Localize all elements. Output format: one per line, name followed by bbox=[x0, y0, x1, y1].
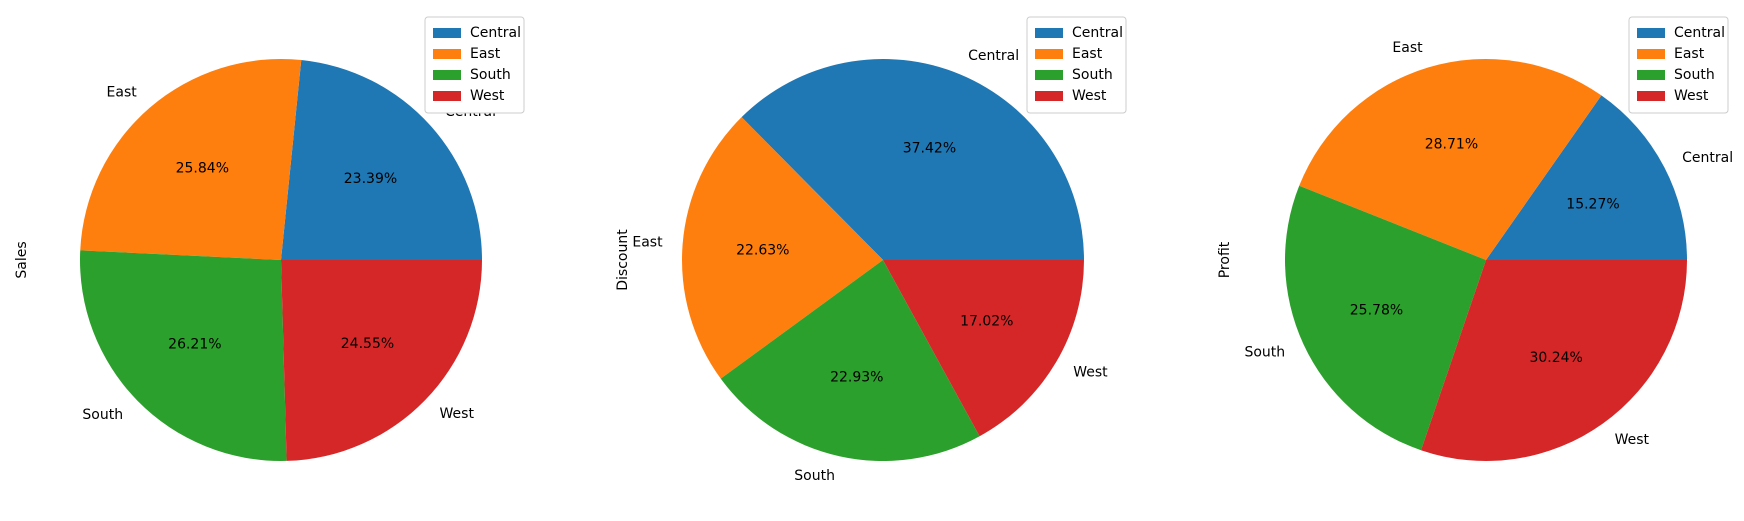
legend-swatch-central bbox=[1035, 28, 1063, 38]
pie-slice-west bbox=[281, 260, 482, 461]
legend-swatch-central bbox=[1637, 28, 1665, 38]
legend-frame bbox=[1628, 16, 1729, 114]
legend-swatch-east bbox=[1637, 49, 1665, 59]
pct-label-west: 17.02% bbox=[960, 313, 1013, 329]
pie-slice-west bbox=[883, 260, 1084, 437]
legend: Central East South West bbox=[1026, 16, 1127, 114]
pie-slice-east bbox=[682, 117, 883, 379]
legend-label-south: South bbox=[1072, 67, 1113, 83]
legend-label-east: East bbox=[1072, 46, 1103, 62]
legend-swatch-east bbox=[1035, 49, 1063, 59]
pie-slice-south bbox=[79, 250, 287, 461]
legend-label-south: South bbox=[470, 67, 511, 83]
pie-slice-east bbox=[80, 59, 302, 261]
pie-panel-profit: 15.27% Central 28.71% East 25.78% South 30.24%… bbox=[1217, 16, 1733, 461]
pie-slice-central bbox=[741, 58, 1084, 260]
legend-swatch-south bbox=[433, 70, 461, 80]
pct-label-west: 24.55% bbox=[341, 336, 394, 352]
legend: Central East South West bbox=[424, 16, 525, 114]
category-label-south: South bbox=[82, 407, 123, 423]
category-label-west: West bbox=[1615, 432, 1650, 448]
legend-label-central: Central bbox=[470, 25, 521, 41]
pct-label-central: 23.39% bbox=[344, 171, 397, 187]
pie-slice-central bbox=[281, 60, 482, 260]
category-label-east: East bbox=[107, 84, 138, 100]
pie-slice-west bbox=[1421, 260, 1687, 461]
legend-swatch-west bbox=[1035, 91, 1063, 101]
category-label-west: West bbox=[1073, 365, 1108, 381]
y-axis-label: Profit bbox=[1217, 241, 1233, 278]
category-label-central: Central bbox=[1682, 150, 1733, 166]
legend-frame bbox=[424, 16, 525, 114]
legend-label-central: Central bbox=[1072, 25, 1123, 41]
legend-swatch-west bbox=[433, 91, 461, 101]
legend-swatch-west bbox=[1637, 91, 1665, 101]
pct-label-east: 25.84% bbox=[176, 161, 229, 177]
pie-slice-south bbox=[1285, 185, 1486, 451]
legend-swatch-east bbox=[433, 49, 461, 59]
y-axis-label: Discount bbox=[615, 229, 631, 291]
legend-label-west: West bbox=[1072, 88, 1107, 104]
pct-label-south: 26.21% bbox=[168, 336, 221, 352]
legend-frame bbox=[1026, 16, 1127, 114]
pie-panel-discount: 37.42% Central 22.63% East 22.93% South 17.02%… bbox=[615, 16, 1127, 484]
legend-label-central: Central bbox=[1674, 25, 1725, 41]
category-label-west: West bbox=[440, 406, 475, 422]
legend-label-east: East bbox=[1674, 46, 1705, 62]
legend-label-west: West bbox=[1674, 88, 1709, 104]
legend-swatch-central bbox=[433, 28, 461, 38]
category-label-south: South bbox=[1244, 345, 1285, 361]
pct-label-east: 22.63% bbox=[736, 242, 789, 258]
pie-slice-central bbox=[1486, 95, 1687, 260]
pct-label-central: 37.42% bbox=[903, 141, 956, 157]
legend-label-west: West bbox=[470, 88, 505, 104]
pct-label-west: 30.24% bbox=[1529, 350, 1582, 366]
legend-label-east: East bbox=[470, 46, 501, 62]
category-label-south: South bbox=[794, 468, 835, 484]
category-label-east: East bbox=[632, 234, 663, 250]
pie-slice-south bbox=[720, 260, 980, 462]
pie-panel-sales: 23.39% Central 25.84% East 26.21% South 24.55%… bbox=[14, 16, 525, 461]
pct-label-south: 25.78% bbox=[1350, 302, 1403, 318]
category-label-east: East bbox=[1392, 40, 1423, 56]
y-axis-label: Sales bbox=[14, 241, 30, 278]
pct-label-east: 28.71% bbox=[1425, 136, 1478, 152]
category-label-central: Central bbox=[968, 48, 1019, 64]
legend-swatch-south bbox=[1035, 70, 1063, 80]
legend-swatch-south bbox=[1637, 70, 1665, 80]
legend-label-south: South bbox=[1674, 67, 1715, 83]
pie-slice-east bbox=[1299, 59, 1602, 260]
pct-label-central: 15.27% bbox=[1566, 196, 1619, 212]
legend: Central East South West bbox=[1628, 16, 1729, 114]
pct-label-south: 22.93% bbox=[830, 370, 883, 386]
